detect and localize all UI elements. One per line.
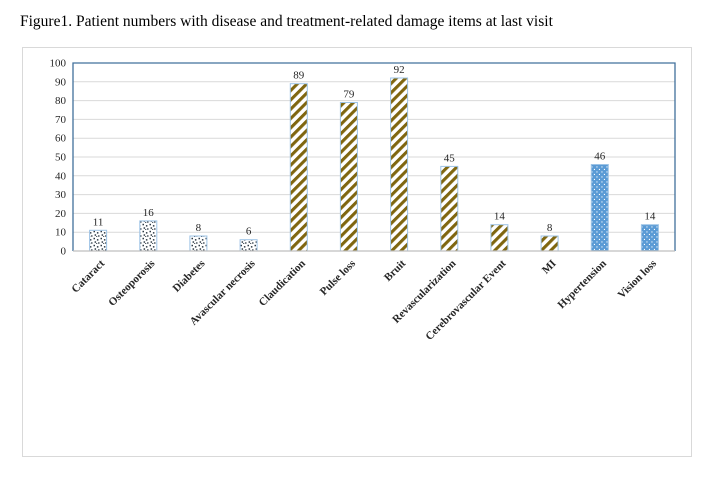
bar-cerebrovascular-event [490,224,509,252]
bar-chart: 11 16 8 6 89 79 92 45 14 8 46 14 0 10 20 30 40 50 60 70 80 90… [50,58,676,343]
bar-diabetes [189,235,208,252]
data-label: 79 [343,89,355,101]
data-label: 46 [594,151,606,163]
category-label-claudication: Claudication [257,258,308,309]
y-tick-label: 70 [55,114,67,126]
chart-frame: 11 16 8 6 89 79 92 45 14 8 46 14 0 10 20 30 40 50 60 70 80 90… [22,47,692,457]
bar-cataract [89,229,108,252]
y-tick-label: 0 [61,246,67,258]
bar-mi [540,235,559,252]
category-label-pulse-loss: Pulse loss [318,257,359,298]
data-label: 8 [196,222,202,234]
bar-vision-loss [640,224,659,252]
data-label: 11 [93,216,104,228]
category-label-cataract: Cataract [69,257,107,295]
y-tick-label: 100 [50,58,67,70]
bar-hypertension [590,164,609,252]
y-tick-label: 10 [55,227,67,239]
data-label: 14 [494,211,506,223]
y-tick-label: 80 [55,95,67,107]
category-label-mi: MI [540,258,559,277]
data-label: 89 [293,70,305,82]
data-label: 16 [143,207,155,219]
y-tick-label: 40 [55,170,67,182]
data-label: 14 [644,211,656,223]
bar-osteoporosis [139,220,158,252]
y-tick-label: 90 [55,76,67,88]
bar-pulse-loss [339,102,358,252]
data-label: 45 [444,152,456,164]
y-tick-label: 60 [55,133,67,145]
y-tick-label: 30 [55,189,67,201]
data-label: 92 [394,64,405,76]
y-tick-label: 50 [55,152,67,164]
bar-revascularization [440,165,459,252]
category-label-diabetes: Diabetes [171,257,209,295]
figure-title: Figure1. Patient numbers with disease an… [20,13,553,30]
category-label-vision-loss: Vision loss [616,257,660,301]
plot-border [72,62,676,251]
bar-bruit [390,77,409,252]
y-tick-label: 20 [55,208,67,220]
category-label-osteoporosis: Osteoporosis [106,257,158,309]
data-label: 8 [547,222,553,234]
data-label: 6 [246,226,252,238]
bar-claudication [289,83,308,252]
category-label-hypertension: Hypertension [555,258,608,311]
bar-avascular-necrosis [239,239,258,252]
category-label-bruit: Bruit [382,257,408,283]
